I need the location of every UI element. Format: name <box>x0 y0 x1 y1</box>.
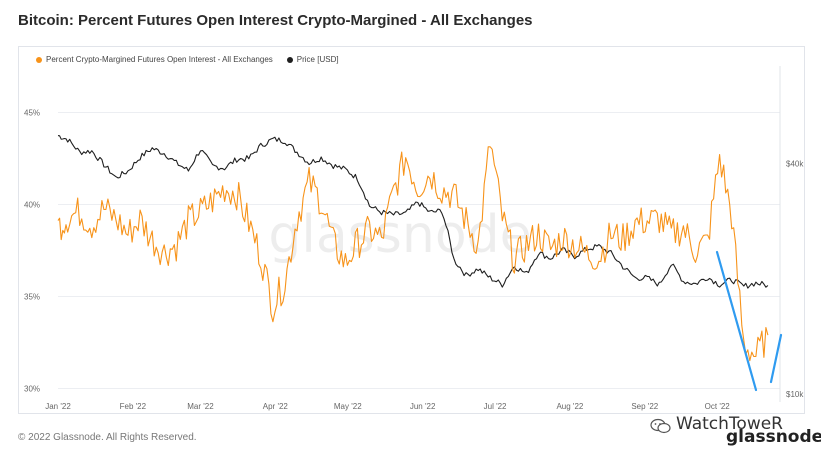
y-left-tick-label: 45% <box>24 109 40 118</box>
x-tick-label: Jan '22 <box>45 402 71 411</box>
x-tick-label: Mar '22 <box>187 402 214 411</box>
x-tick-label: Aug '22 <box>556 402 583 411</box>
y-left-tick-label: 40% <box>24 201 40 210</box>
series-oi-line <box>57 146 769 362</box>
glassnode-logo: glassnode <box>726 427 821 447</box>
y-left-tick-label: 35% <box>24 293 40 302</box>
legend-oi-dot <box>36 56 42 63</box>
legend-price-dot <box>286 56 293 63</box>
legend-item-price[interactable]: Price [USD] <box>286 55 339 64</box>
x-tick-label: Jun '22 <box>410 402 436 411</box>
x-tick-label: Sep '22 <box>631 402 658 411</box>
x-tick-label: Feb '22 <box>120 402 147 411</box>
copyright-text: © 2022 Glassnode. All Rights Reserved. <box>18 432 197 443</box>
wechat-icon <box>650 418 671 434</box>
x-tick-label: May '22 <box>334 402 362 411</box>
chart-legend: Percent Crypto-Margined Futures Open Int… <box>36 55 339 64</box>
legend-oi-label: Percent Crypto-Margined Futures Open Int… <box>46 55 273 64</box>
chart-title: Bitcoin: Percent Futures Open Interest C… <box>18 12 533 29</box>
y-right-tick-label: $10k <box>786 390 804 399</box>
legend-price-label: Price [USD] <box>296 55 339 64</box>
watchtower-watermark: WatchToweR <box>676 414 783 434</box>
x-tick-label: Apr '22 <box>263 402 289 411</box>
series-price-line <box>57 135 769 289</box>
x-tick-label: Oct '22 <box>705 402 731 411</box>
annotation-trend-up <box>769 333 783 384</box>
y-right-tick-label: $40k <box>786 159 804 168</box>
y-left-tick-label: 30% <box>24 384 40 393</box>
annotation-trend-down <box>715 250 758 392</box>
legend-item-oi[interactable]: Percent Crypto-Margined Futures Open Int… <box>36 55 273 64</box>
x-tick-label: Jul '22 <box>484 402 507 411</box>
